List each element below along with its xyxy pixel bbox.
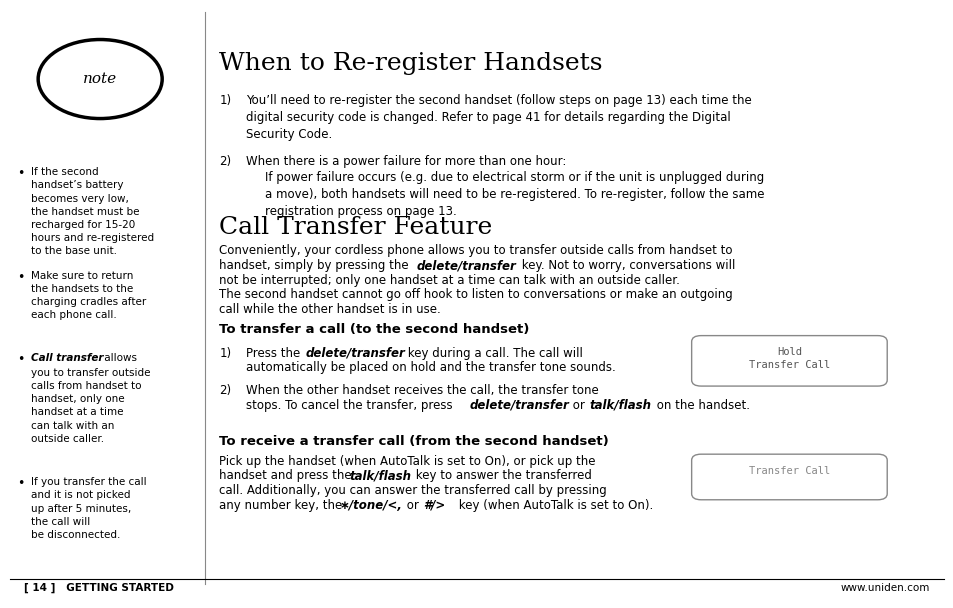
Text: key during a call. The call will: key during a call. The call will (404, 347, 583, 359)
Text: or: or (402, 499, 422, 511)
Text: Press the: Press the (246, 347, 304, 359)
Text: Conveniently, your cordless phone allows you to transfer outside calls from hand: Conveniently, your cordless phone allows… (219, 244, 732, 257)
Text: When to Re-register Handsets: When to Re-register Handsets (219, 52, 602, 75)
Text: •: • (17, 353, 25, 365)
Text: automatically be placed on hold and the transfer tone sounds.: automatically be placed on hold and the … (246, 361, 616, 374)
Text: You’ll need to re-register the second handset (follow steps on page 13) each tim: You’ll need to re-register the second ha… (246, 94, 751, 141)
Text: www.uniden.com: www.uniden.com (840, 583, 929, 593)
Text: When there is a power failure for more than one hour:: When there is a power failure for more t… (246, 155, 566, 168)
Text: key to answer the transferred: key to answer the transferred (412, 469, 592, 482)
Text: To receive a transfer call (from the second handset): To receive a transfer call (from the sec… (219, 435, 609, 447)
Text: If power failure occurs (e.g. due to electrical storm or if the unit is unplugge: If power failure occurs (e.g. due to ele… (265, 171, 764, 218)
Text: •: • (17, 167, 25, 180)
Text: Call transfer: Call transfer (31, 353, 104, 362)
Text: •: • (17, 271, 25, 283)
Text: #/>: #/> (423, 499, 445, 511)
FancyBboxPatch shape (691, 336, 886, 386)
Text: stops. To cancel the transfer, press: stops. To cancel the transfer, press (246, 399, 456, 412)
Text: ∗/tone/<,: ∗/tone/<, (339, 499, 402, 511)
Text: talk/flash: talk/flash (589, 399, 651, 412)
Text: To transfer a call (to the second handset): To transfer a call (to the second handse… (219, 323, 529, 336)
Text: Pick up the handset (when AutoTalk is set to On), or pick up the: Pick up the handset (when AutoTalk is se… (219, 455, 596, 468)
Text: delete/transfer: delete/transfer (305, 347, 405, 359)
Text: Hold
Transfer Call: Hold Transfer Call (748, 347, 829, 370)
Text: on the handset.: on the handset. (652, 399, 749, 412)
Text: call. Additionally, you can answer the transferred call by pressing: call. Additionally, you can answer the t… (219, 484, 606, 497)
Text: or: or (568, 399, 588, 412)
Text: Make sure to return
the handsets to the
charging cradles after
each phone call.: Make sure to return the handsets to the … (31, 271, 147, 320)
Text: note: note (83, 72, 117, 86)
Text: 1): 1) (219, 94, 232, 107)
Text: If you transfer the call
and it is not picked
up after 5 minutes,
the call will
: If you transfer the call and it is not p… (31, 477, 147, 540)
Text: allows: allows (101, 353, 137, 362)
Text: you to transfer outside
calls from handset to
handset, only one
handset at a tim: you to transfer outside calls from hands… (31, 368, 151, 444)
Text: When the other handset receives the call, the transfer tone: When the other handset receives the call… (246, 384, 598, 397)
Text: any number key, the: any number key, the (219, 499, 346, 511)
Text: If the second
handset’s battery
becomes very low,
the handset must be
recharged : If the second handset’s battery becomes … (31, 167, 154, 257)
Text: Transfer Call: Transfer Call (748, 466, 829, 476)
Text: •: • (17, 477, 25, 490)
Text: handset and press the: handset and press the (219, 469, 355, 482)
Text: Call Transfer Feature: Call Transfer Feature (219, 216, 492, 239)
Text: 1): 1) (219, 347, 232, 359)
Text: not be interrupted; only one handset at a time can talk with an outside caller.: not be interrupted; only one handset at … (219, 274, 679, 286)
Text: call while the other handset is in use.: call while the other handset is in use. (219, 303, 440, 316)
Text: key. Not to worry, conversations will: key. Not to worry, conversations will (517, 259, 735, 272)
FancyBboxPatch shape (691, 454, 886, 500)
Text: 2): 2) (219, 155, 232, 168)
Text: handset, simply by pressing the: handset, simply by pressing the (219, 259, 413, 272)
Text: 2): 2) (219, 384, 232, 397)
Text: talk/flash: talk/flash (349, 469, 411, 482)
Text: key (when AutoTalk is set to On).: key (when AutoTalk is set to On). (455, 499, 653, 511)
Text: The second handset cannot go off hook to listen to conversations or make an outg: The second handset cannot go off hook to… (219, 288, 733, 301)
Text: delete/transfer: delete/transfer (469, 399, 569, 412)
Text: delete/transfer: delete/transfer (416, 259, 517, 272)
Text: [ 14 ]   GETTING STARTED: [ 14 ] GETTING STARTED (24, 582, 173, 593)
